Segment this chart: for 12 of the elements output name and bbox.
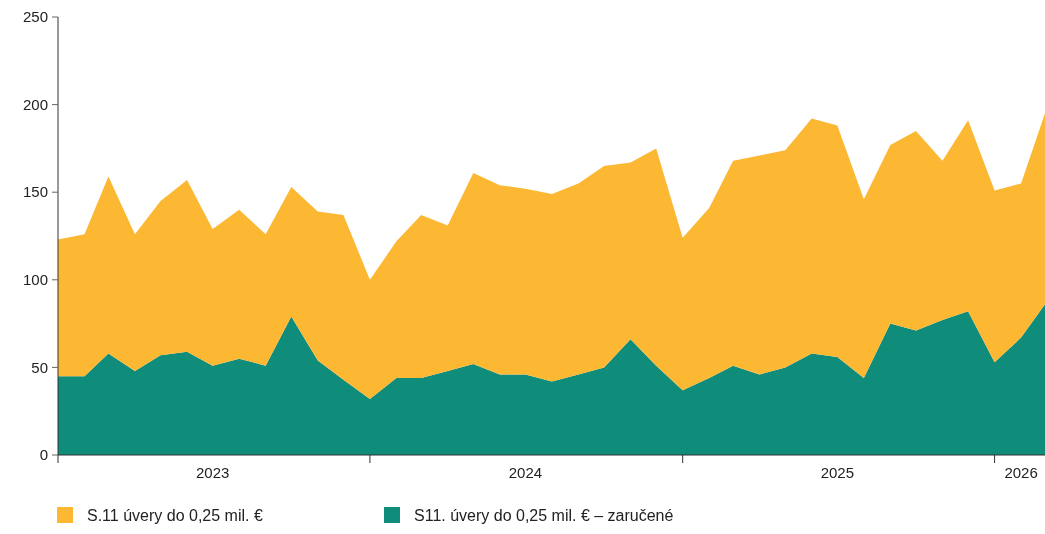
x-tick-label: 2026 (1004, 464, 1038, 481)
y-tick-label: 200 (22, 95, 48, 113)
legend-label: S.11 úvery do 0,25 mil. € (87, 506, 263, 524)
y-tick-label: 100 (22, 271, 48, 289)
y-tick-label: 250 (22, 8, 48, 26)
y-tick-label: 0 (39, 446, 48, 464)
x-tick-label: 2024 (508, 464, 543, 481)
y-tick-label: 150 (22, 183, 48, 201)
legend-label: S11. úvery do 0,25 mil. € – zaručené (414, 506, 674, 524)
x-tick-label: 2025 (820, 464, 855, 481)
y-tick-label: 50 (31, 358, 48, 376)
x-tick-label: 2023 (195, 464, 230, 481)
